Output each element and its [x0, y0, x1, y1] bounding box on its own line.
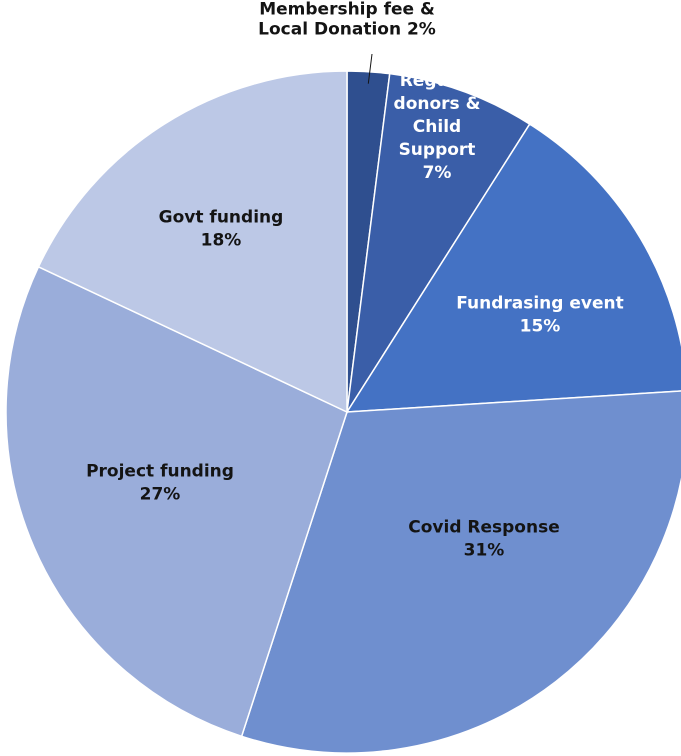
- pie-slices: [5, 70, 681, 754]
- slice-label-1-line-4: 7%: [423, 163, 452, 183]
- slice-label-4: Project funding 27%: [86, 462, 234, 505]
- pie-slice-2: [345, 123, 681, 413]
- slice-label-5: Govt funding 18%: [159, 208, 284, 251]
- slice-label-3: Covid Response 31%: [408, 518, 560, 561]
- slice-label-1-line-1: donors &: [394, 94, 481, 114]
- slice-label-1: Regular donors & Child Support 7%: [394, 71, 481, 183]
- slice-label-3-line-0: Covid Response: [408, 518, 560, 538]
- slice-label-3-line-1: 31%: [464, 541, 505, 561]
- pie-slice-4: [5, 265, 348, 738]
- slice-label-1-line-0: Regular: [400, 71, 475, 91]
- slice-label-1-line-3: Support: [399, 140, 476, 160]
- slice-label-4-line-1: 27%: [140, 485, 181, 505]
- slice-label-0-line-1: Local Donation 2%: [258, 20, 436, 40]
- slice-label-1-line-2: Child: [413, 117, 461, 137]
- pie-labels: Membership fee & Local Donation 2% Regular…: [86, 0, 624, 561]
- leader-line: [367, 53, 373, 84]
- pie-slice-5: [37, 70, 348, 414]
- slice-label-4-line-0: Project funding: [86, 462, 234, 482]
- slice-label-2-line-1: 15%: [520, 317, 561, 337]
- pie-slice-1: [346, 72, 531, 413]
- slice-label-2: Fundrasing event 15%: [456, 294, 624, 337]
- slice-label-0-line-0: Membership fee &: [259, 0, 435, 20]
- slice-label-2-line-0: Fundrasing event: [456, 294, 624, 314]
- pie-slice-3: [240, 390, 681, 754]
- slice-label-0: Membership fee & Local Donation 2%: [258, 0, 436, 40]
- slice-label-5-line-1: 18%: [201, 231, 242, 251]
- slice-label-5-line-0: Govt funding: [159, 208, 284, 228]
